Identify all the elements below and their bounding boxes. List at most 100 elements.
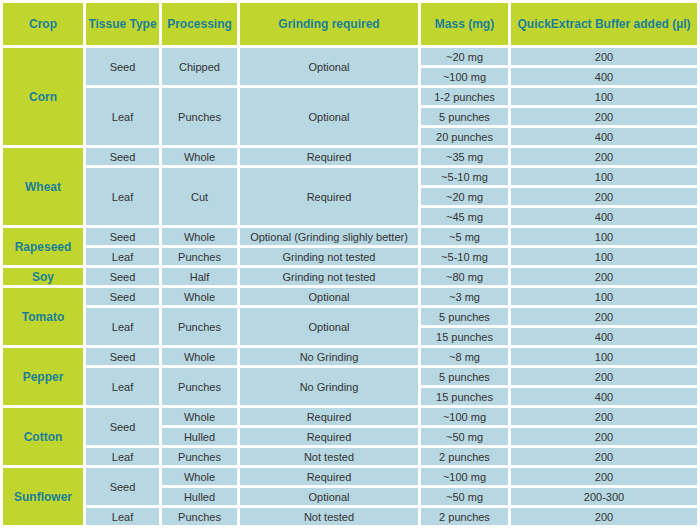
data-cell: Seed	[86, 468, 159, 505]
data-cell: 100	[511, 88, 697, 105]
data-cell: 200	[511, 428, 697, 445]
table-row: LeafCutRequired~5-10 mg100	[3, 168, 697, 185]
data-cell: ~20 mg	[421, 48, 508, 65]
table-row: LeafPunchesOptional5 punches200	[3, 308, 697, 325]
data-cell: Hulled	[162, 428, 237, 445]
data-cell: Grinding not tested	[240, 248, 418, 265]
data-cell: Seed	[86, 48, 159, 85]
data-cell: Leaf	[86, 88, 159, 145]
table-row: SunflowerSeedWholeRequired~100 mg200	[3, 468, 697, 485]
data-cell: Required	[240, 408, 418, 425]
data-cell: ~50 mg	[421, 488, 508, 505]
data-cell: 2 punches	[421, 448, 508, 465]
data-cell: Leaf	[86, 368, 159, 405]
data-cell: ~80 mg	[421, 268, 508, 285]
data-cell: Not tested	[240, 508, 418, 525]
table-body: CornSeedChippedOptional~20 mg200~100 mg4…	[3, 48, 697, 525]
data-cell: 200	[511, 368, 697, 385]
data-cell: Required	[240, 168, 418, 225]
table-row: LeafPunchesNot tested2 punches200	[3, 508, 697, 525]
table-row: SoySeedHalfGrinding not tested~80 mg200	[3, 268, 697, 285]
table-row: PepperSeedWholeNo Grinding~8 mg100	[3, 348, 697, 365]
table-row: LeafPunchesGrinding not tested~5-10 mg10…	[3, 248, 697, 265]
table-row: LeafPunchesNo Grinding5 punches200	[3, 368, 697, 385]
table-row: LeafPunchesNot tested2 punches200	[3, 448, 697, 465]
column-header: QuickExtract Buffer added (µl)	[511, 3, 697, 45]
data-cell: 200	[511, 448, 697, 465]
data-cell: Punches	[162, 448, 237, 465]
data-cell: Leaf	[86, 508, 159, 525]
data-cell: 400	[511, 208, 697, 225]
crop-cell: Cotton	[3, 408, 83, 465]
data-cell: ~45 mg	[421, 208, 508, 225]
table-row: LeafPunchesOptional1-2 punches100	[3, 88, 697, 105]
data-cell: 100	[511, 228, 697, 245]
data-cell: 100	[511, 248, 697, 265]
data-cell: 1-2 punches	[421, 88, 508, 105]
data-cell: Optional	[240, 488, 418, 505]
crop-cell: Wheat	[3, 148, 83, 225]
data-cell: Seed	[86, 268, 159, 285]
data-cell: No Grinding	[240, 348, 418, 365]
data-cell: Seed	[86, 148, 159, 165]
data-cell: Required	[240, 468, 418, 485]
data-cell: 200	[511, 408, 697, 425]
data-cell: 200	[511, 268, 697, 285]
data-cell: 15 punches	[421, 388, 508, 405]
data-cell: 200	[511, 188, 697, 205]
data-cell: 2 punches	[421, 508, 508, 525]
data-cell: 200	[511, 108, 697, 125]
data-cell: 200	[511, 308, 697, 325]
crop-cell: Corn	[3, 48, 83, 145]
table-row: CottonSeedWholeRequired~100 mg200	[3, 408, 697, 425]
data-cell: Optional	[240, 48, 418, 85]
data-cell: ~5-10 mg	[421, 168, 508, 185]
data-cell: Punches	[162, 308, 237, 345]
data-cell: Leaf	[86, 168, 159, 225]
data-cell: Required	[240, 428, 418, 445]
data-cell: Leaf	[86, 308, 159, 345]
data-cell: 200	[511, 508, 697, 525]
data-cell: Whole	[162, 228, 237, 245]
data-cell: ~100 mg	[421, 468, 508, 485]
data-cell: Not tested	[240, 448, 418, 465]
data-cell: Punches	[162, 508, 237, 525]
crop-cell: Sunflower	[3, 468, 83, 525]
data-cell: 100	[511, 288, 697, 305]
data-cell: 400	[511, 68, 697, 85]
column-header: Tissue Type	[86, 3, 159, 45]
data-cell: 5 punches	[421, 308, 508, 325]
header-row: CropTissue TypeProcessingGrinding requir…	[3, 3, 697, 45]
data-cell: 400	[511, 388, 697, 405]
data-cell: ~100 mg	[421, 408, 508, 425]
data-cell: 20 punches	[421, 128, 508, 145]
data-cell: Punches	[162, 248, 237, 265]
data-cell: Cut	[162, 168, 237, 225]
data-cell: ~50 mg	[421, 428, 508, 445]
data-cell: Leaf	[86, 248, 159, 265]
table-row: CornSeedChippedOptional~20 mg200	[3, 48, 697, 65]
data-cell: Punches	[162, 88, 237, 145]
data-cell: 400	[511, 128, 697, 145]
table-row: TomatoSeedWholeOptional~3 mg100	[3, 288, 697, 305]
column-header: Mass (mg)	[421, 3, 508, 45]
data-cell: ~100 mg	[421, 68, 508, 85]
data-cell: Punches	[162, 368, 237, 405]
data-cell: 100	[511, 168, 697, 185]
table-row: WheatSeedWholeRequired~35 mg200	[3, 148, 697, 165]
data-cell: Seed	[86, 288, 159, 305]
data-cell: Optional (Grinding slighly better)	[240, 228, 418, 245]
data-cell: Whole	[162, 468, 237, 485]
crop-cell: Tomato	[3, 288, 83, 345]
data-cell: Whole	[162, 348, 237, 365]
data-cell: Seed	[86, 228, 159, 245]
data-cell: Whole	[162, 148, 237, 165]
data-cell: 200-300	[511, 488, 697, 505]
data-cell: 5 punches	[421, 108, 508, 125]
crop-cell: Rapeseed	[3, 228, 83, 265]
data-cell: 200	[511, 48, 697, 65]
data-cell: 15 punches	[421, 328, 508, 345]
crop-cell: Soy	[3, 268, 83, 285]
data-cell: Required	[240, 148, 418, 165]
data-cell: ~35 mg	[421, 148, 508, 165]
